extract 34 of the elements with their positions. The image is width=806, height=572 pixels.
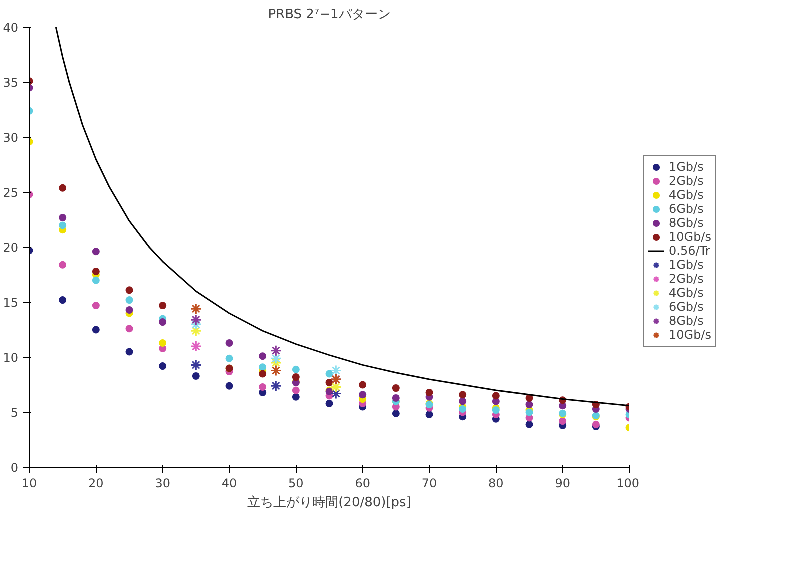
x-tick-label: 50 — [288, 476, 304, 490]
x-tick-label: 80 — [488, 476, 504, 490]
x-tick-label: 70 — [422, 476, 438, 490]
chart-title: PRBS 2⁷−1パターン — [268, 8, 391, 22]
x-tick-label: 100 — [616, 476, 640, 490]
legend-label: 4Gb/s — [669, 286, 704, 300]
legend-label: 4Gb/s — [669, 188, 704, 202]
x-tick-label: 20 — [88, 476, 104, 490]
legend-label: 2Gb/s — [669, 272, 704, 286]
y-tick-label: 40 — [3, 21, 19, 35]
legend-label: 10Gb/s — [669, 230, 712, 244]
y-tick-label: 30 — [3, 131, 19, 145]
legend-label: 6Gb/s — [669, 300, 704, 314]
y-tick-label: 15 — [3, 296, 19, 310]
legend-label: 6Gb/s — [669, 202, 704, 216]
y-tick-label: 0 — [10, 461, 19, 475]
legend-label: 8Gb/s — [669, 314, 704, 328]
x-axis-title: 立ち上がり時間(20/80)[ps] — [248, 494, 412, 510]
y-tick-label: 35 — [3, 76, 19, 90]
legend-label: 1Gb/s — [669, 258, 704, 272]
legend-label: 1Gb/s — [669, 160, 704, 174]
y-tick-label: 10 — [3, 351, 19, 365]
legend-label: 8Gb/s — [669, 216, 704, 230]
x-tick-label: 40 — [222, 476, 238, 490]
x-tick-label: 90 — [555, 476, 570, 490]
x-tick-label: 60 — [355, 476, 370, 490]
y-tick-label: 5 — [10, 406, 19, 420]
legend-label: 2Gb/s — [669, 174, 704, 188]
legend-label: 0.56/Tr — [669, 244, 710, 258]
y-tick-label: 20 — [3, 241, 19, 255]
legend-label: 10Gb/s — [669, 328, 712, 342]
x-tick-label: 10 — [22, 476, 38, 490]
y-tick-label: 25 — [3, 186, 19, 200]
x-tick-label: 30 — [155, 476, 170, 490]
